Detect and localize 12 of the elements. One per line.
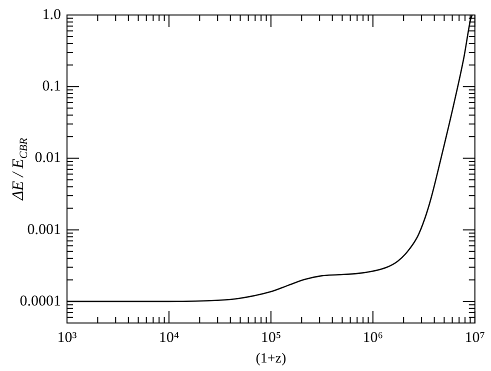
y-tick-label: 0.1 (42, 78, 61, 95)
x-tick-label: 10⁷ (464, 330, 485, 346)
y-tick-label: 0.001 (27, 222, 61, 238)
y-tick-label: 0.01 (34, 150, 61, 166)
x-tick-label: 10⁶ (362, 330, 384, 346)
y-tick-label: 1.0 (42, 6, 61, 23)
x-tick-label: 10⁴ (158, 330, 180, 346)
y-axis-title: ΔE / ECBR (10, 138, 30, 202)
x-tick-label: 10⁵ (260, 330, 282, 346)
y-tick-label: 0.0001 (20, 293, 61, 310)
x-tick-label: 10³ (57, 330, 78, 346)
x-axis-title: (1+z) (256, 351, 286, 366)
